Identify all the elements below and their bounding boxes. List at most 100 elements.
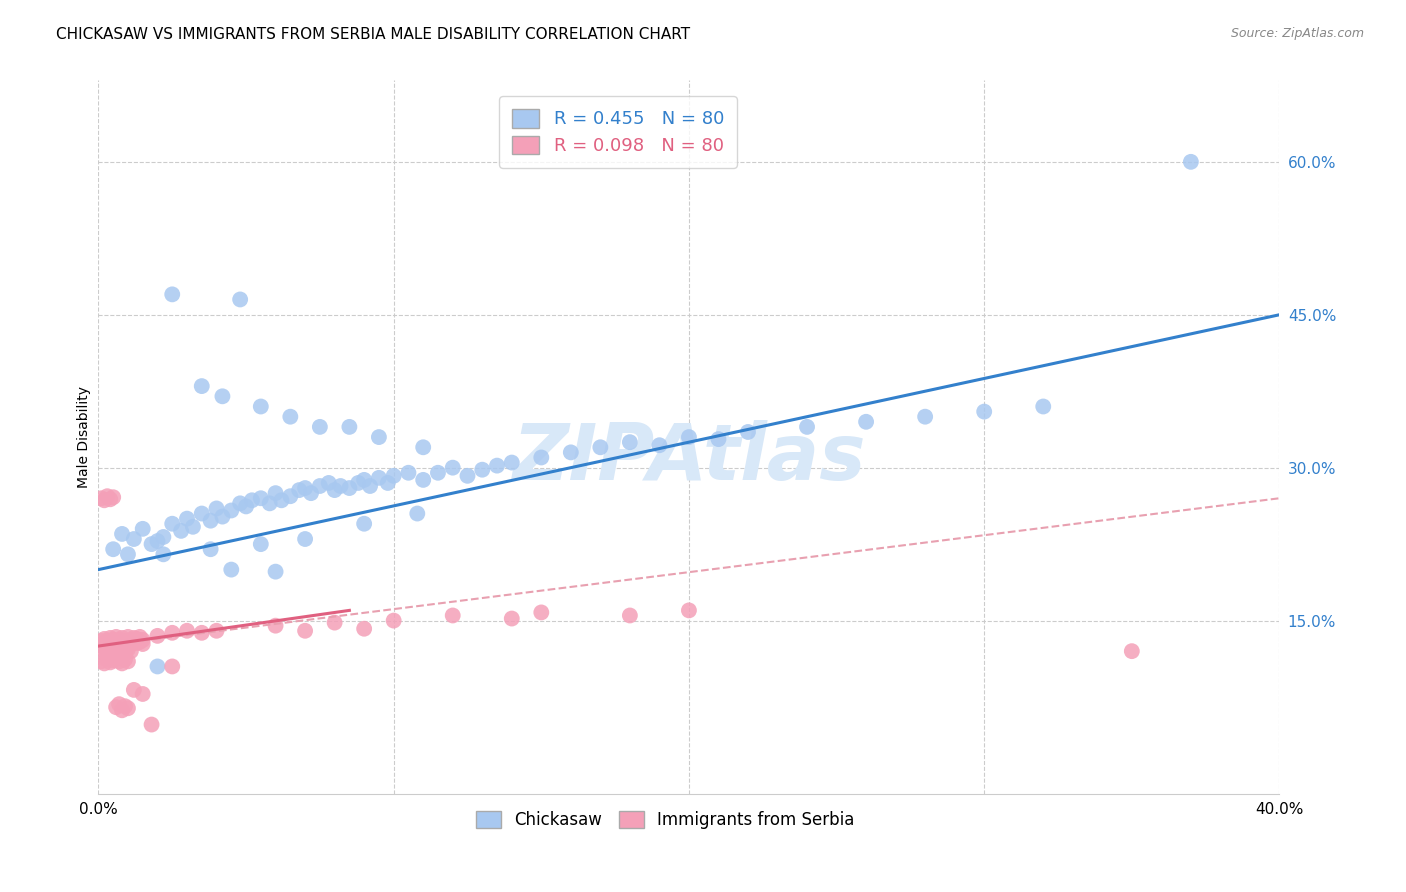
- Point: [125, 632, 148, 646]
- Point: [90, 491, 112, 506]
- Point: [122, 532, 145, 546]
- Point: [270, 493, 292, 508]
- Point: [108, 697, 131, 711]
- Point: [103, 645, 125, 659]
- Point: [347, 475, 370, 490]
- Point: [128, 630, 150, 644]
- Point: [114, 638, 136, 652]
- Point: [235, 500, 257, 514]
- Point: [678, 430, 700, 444]
- Point: [98, 492, 121, 507]
- Point: [229, 293, 252, 307]
- Point: [103, 653, 125, 667]
- Point: [120, 637, 142, 651]
- Point: [162, 659, 183, 673]
- Point: [353, 516, 375, 531]
- Point: [200, 514, 222, 528]
- Point: [105, 643, 128, 657]
- Point: [93, 493, 115, 508]
- Point: [105, 651, 128, 665]
- Point: [382, 614, 405, 628]
- Point: [170, 524, 193, 538]
- Point: [125, 636, 148, 650]
- Point: [368, 430, 391, 444]
- Point: [146, 659, 169, 673]
- Point: [98, 631, 121, 645]
- Point: [132, 632, 155, 647]
- Point: [229, 496, 252, 510]
- Point: [205, 501, 228, 516]
- Point: [93, 657, 115, 671]
- Point: [117, 630, 139, 644]
- Point: [377, 475, 399, 490]
- Y-axis label: Male Disability: Male Disability: [77, 386, 91, 488]
- Point: [264, 618, 287, 632]
- Point: [176, 624, 198, 638]
- Text: Source: ZipAtlas.com: Source: ZipAtlas.com: [1230, 27, 1364, 40]
- Point: [114, 652, 136, 666]
- Point: [280, 409, 302, 424]
- Point: [98, 636, 121, 650]
- Point: [176, 511, 198, 525]
- Point: [117, 701, 139, 715]
- Point: [471, 463, 494, 477]
- Point: [98, 656, 121, 670]
- Text: ZIPAtlas: ZIPAtlas: [512, 420, 866, 497]
- Point: [530, 606, 553, 620]
- Point: [221, 563, 243, 577]
- Point: [211, 389, 233, 403]
- Point: [259, 496, 281, 510]
- Point: [329, 479, 352, 493]
- Point: [398, 466, 420, 480]
- Point: [441, 608, 464, 623]
- Point: [501, 456, 523, 470]
- Text: CHICKASAW VS IMMIGRANTS FROM SERBIA MALE DISABILITY CORRELATION CHART: CHICKASAW VS IMMIGRANTS FROM SERBIA MALE…: [56, 27, 690, 42]
- Point: [122, 682, 145, 697]
- Point: [309, 479, 332, 493]
- Point: [90, 634, 112, 648]
- Point: [589, 440, 612, 454]
- Point: [211, 509, 233, 524]
- Point: [294, 624, 316, 638]
- Point: [294, 532, 316, 546]
- Point: [181, 520, 204, 534]
- Point: [221, 503, 243, 517]
- Point: [1032, 400, 1054, 414]
- Point: [114, 646, 136, 660]
- Point: [323, 483, 346, 497]
- Point: [205, 624, 228, 638]
- Point: [122, 631, 145, 645]
- Point: [103, 632, 125, 647]
- Point: [412, 473, 434, 487]
- Point: [353, 473, 375, 487]
- Point: [530, 450, 553, 465]
- Point: [486, 458, 509, 473]
- Point: [117, 635, 139, 649]
- Point: [648, 438, 671, 452]
- Point: [191, 625, 214, 640]
- Point: [152, 530, 174, 544]
- Point: [288, 483, 311, 497]
- Point: [96, 489, 118, 503]
- Legend: Chickasaw, Immigrants from Serbia: Chickasaw, Immigrants from Serbia: [470, 804, 862, 836]
- Point: [105, 630, 128, 644]
- Point: [1180, 154, 1202, 169]
- Point: [191, 379, 214, 393]
- Point: [132, 687, 155, 701]
- Point: [103, 637, 125, 651]
- Point: [339, 481, 361, 495]
- Point: [128, 635, 150, 649]
- Point: [240, 493, 263, 508]
- Point: [441, 460, 464, 475]
- Point: [111, 631, 134, 645]
- Point: [117, 547, 139, 561]
- Point: [855, 415, 877, 429]
- Point: [122, 634, 145, 648]
- Point: [114, 634, 136, 648]
- Point: [108, 637, 131, 651]
- Point: [264, 565, 287, 579]
- Point: [152, 547, 174, 561]
- Point: [96, 646, 118, 660]
- Point: [412, 440, 434, 454]
- Point: [146, 629, 169, 643]
